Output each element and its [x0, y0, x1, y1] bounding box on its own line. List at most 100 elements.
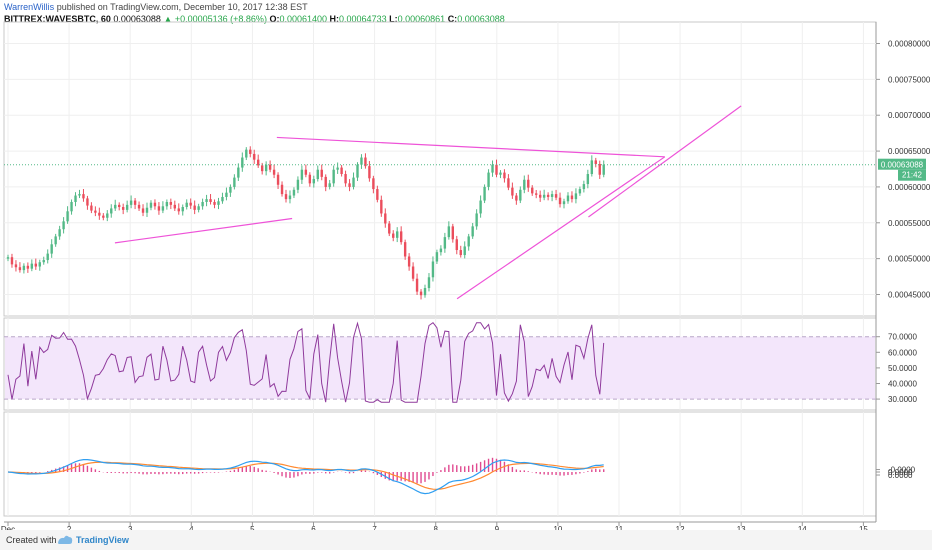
- candle-body: [515, 195, 518, 201]
- candle-body: [253, 153, 256, 160]
- candle-body: [570, 195, 574, 200]
- candle-body: [276, 174, 280, 185]
- x-tick-label: 9: [495, 525, 500, 530]
- candle-body: [558, 197, 562, 205]
- high-label: H:: [329, 14, 340, 24]
- candle-body: [74, 195, 77, 202]
- candle-body: [237, 167, 240, 178]
- x-tick-label: 5: [250, 525, 255, 530]
- candle-body: [578, 189, 582, 194]
- macd-tick-zero: 0.0000: [888, 468, 913, 477]
- candle-body: [396, 231, 399, 238]
- candle-body: [260, 165, 264, 172]
- candle-body: [217, 201, 220, 205]
- candle-body: [562, 201, 566, 205]
- candle-body: [527, 179, 530, 188]
- candle-body: [602, 164, 605, 175]
- y-tick-label: 0.00075000: [888, 75, 931, 84]
- candle-body: [26, 265, 30, 269]
- chart-canvas[interactable]: Dec 2 3 4 5 6 7 8 9 10 11 12 13 14 15 0.00045000 0.00050…: [0, 0, 932, 530]
- candle-body: [272, 169, 276, 175]
- x-tick-label: 8: [433, 525, 438, 530]
- candle-body: [241, 157, 244, 168]
- candle-body: [467, 236, 470, 247]
- candle-body: [380, 199, 383, 214]
- low-value: 0.00060861: [397, 14, 446, 24]
- candle-body: [292, 189, 296, 196]
- candle-body: [185, 202, 188, 208]
- candle-body: [423, 288, 427, 296]
- candle-body: [439, 248, 443, 253]
- high-value: 0.00064733: [339, 14, 387, 24]
- candle-body: [288, 195, 292, 200]
- trendline-4: [588, 105, 742, 218]
- candle-body: [50, 244, 53, 254]
- candle-body: [86, 198, 89, 206]
- candle-body: [58, 229, 61, 237]
- candle-body: [554, 194, 558, 198]
- candle-body: [118, 204, 121, 208]
- candle-body: [46, 253, 49, 261]
- candle-body: [344, 174, 347, 184]
- x-tick-label: 6: [311, 525, 316, 530]
- candle-body: [336, 167, 339, 170]
- candle-body: [538, 194, 542, 198]
- candle-body: [201, 201, 204, 207]
- candle-body: [419, 291, 423, 296]
- candle-body: [213, 201, 216, 205]
- rsi-tick-label: 40.0000: [888, 379, 917, 388]
- time-badge: [898, 169, 926, 181]
- close-price: 0.00063088: [113, 14, 161, 24]
- x-tick-label: Dec: [1, 525, 15, 530]
- open-label: O:: [269, 14, 280, 24]
- tradingview-brand[interactable]: TradingView: [76, 535, 129, 545]
- candle-body: [384, 213, 387, 224]
- candle-body: [106, 213, 109, 218]
- candle-body: [582, 184, 586, 190]
- pane-frame-1: [3, 21, 877, 317]
- y-tick-label: 0.00060000: [888, 183, 931, 192]
- candle-body: [121, 207, 125, 210]
- x-tick-label: 7: [372, 525, 377, 530]
- candle-body: [149, 202, 153, 208]
- close-label: C:: [447, 14, 458, 24]
- candle-body: [427, 277, 431, 289]
- candle-body: [70, 201, 73, 212]
- candle-body: [233, 177, 236, 187]
- macd-signal-line: [7, 461, 604, 490]
- trendline-2: [276, 136, 665, 158]
- symbol-label[interactable]: BITTREX:WAVESBTC, 60: [4, 14, 111, 24]
- y-tick-label: 0.00050000: [888, 255, 931, 264]
- candle-body: [320, 169, 323, 177]
- candle-body: [22, 265, 26, 271]
- candle-body: [125, 204, 129, 210]
- candle-body: [566, 195, 570, 202]
- candle-body: [82, 194, 85, 199]
- x-tick-label: 10: [553, 525, 562, 530]
- rsi-tick-label: 50.0000: [888, 364, 917, 373]
- candle-body: [169, 201, 173, 205]
- candle-body: [586, 174, 590, 185]
- candle-body: [308, 174, 312, 184]
- tradingview-logo-icon: [58, 535, 73, 544]
- macd-tick-neg: 0.0000: [888, 471, 913, 480]
- author-link[interactable]: WarrenWillis: [4, 2, 55, 12]
- trendline-3: [456, 156, 666, 300]
- candle-body: [34, 263, 38, 267]
- candle-body: [300, 169, 304, 180]
- candle-body: [62, 221, 65, 230]
- candle-body: [209, 199, 212, 202]
- candle-body: [110, 208, 113, 214]
- candle-body: [479, 200, 482, 214]
- candle-body: [38, 262, 41, 267]
- candle-body: [296, 179, 300, 190]
- candle-body: [455, 239, 458, 251]
- candle-body: [30, 263, 34, 269]
- y-tick-label: 0.00080000: [888, 40, 931, 49]
- rsi-line: [7, 321, 605, 403]
- candle-body: [574, 193, 578, 200]
- candle-body: [399, 231, 403, 243]
- chart-header: WarrenWillis published on TradingView.co…: [4, 2, 308, 13]
- y-tick-label: 0.00055000: [888, 219, 931, 228]
- candle-body: [503, 172, 506, 179]
